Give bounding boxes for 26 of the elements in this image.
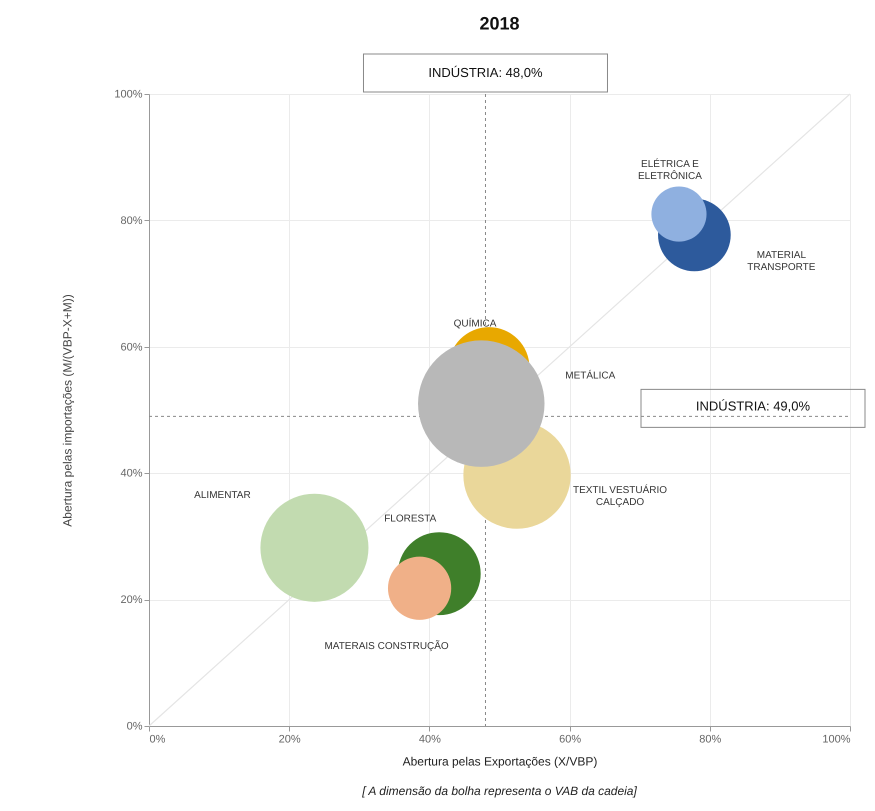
y-tick-label: 60% [120, 341, 143, 354]
series-label: QUÍMICA [454, 318, 497, 330]
chart-title: 2018 [479, 14, 520, 34]
text: MATERAIS CONSTRUÇÃO [324, 640, 449, 652]
series-label: TEXTIL VESTUÁRIO CALÇADO [572, 484, 668, 508]
x-tick-label: 20% [278, 734, 301, 746]
y-tick-label: 20% [120, 594, 143, 606]
series-label: FLORESTA [384, 514, 437, 525]
series-label: ELÉTRICA E ELETRÔNICA [638, 158, 702, 182]
y-axis-title: Abertura pelas importações (M/(VBP-X+M)) [60, 294, 74, 527]
y-tick-label: 80% [120, 214, 143, 227]
x-tick-label: 60% [559, 734, 582, 746]
ref-line-label: INDÚSTRIA: 48,0% [428, 65, 543, 80]
text: [ A dimensão da bolha representa o VAB da cadeia] [361, 784, 638, 798]
x-tick-label: 0% [150, 734, 166, 746]
x-tick-label: 100% [822, 734, 851, 746]
x-axis-title: Abertura pelas Exportações (X/VBP) [402, 754, 598, 768]
x-tick-label: 40% [418, 734, 442, 746]
ref-line-label: INDÚSTRIA: 49,0% [696, 398, 811, 414]
text: ALIMENTAR [194, 490, 251, 501]
text: METÁLICA [565, 370, 616, 382]
y-tick-label: 0% [126, 720, 143, 732]
y-tick-label: 40% [120, 468, 143, 480]
series-label: MATERIAL TRANSPORTE [747, 250, 816, 273]
x-tick-label: 80% [699, 734, 722, 746]
y-tick-label: 100% [114, 88, 143, 100]
